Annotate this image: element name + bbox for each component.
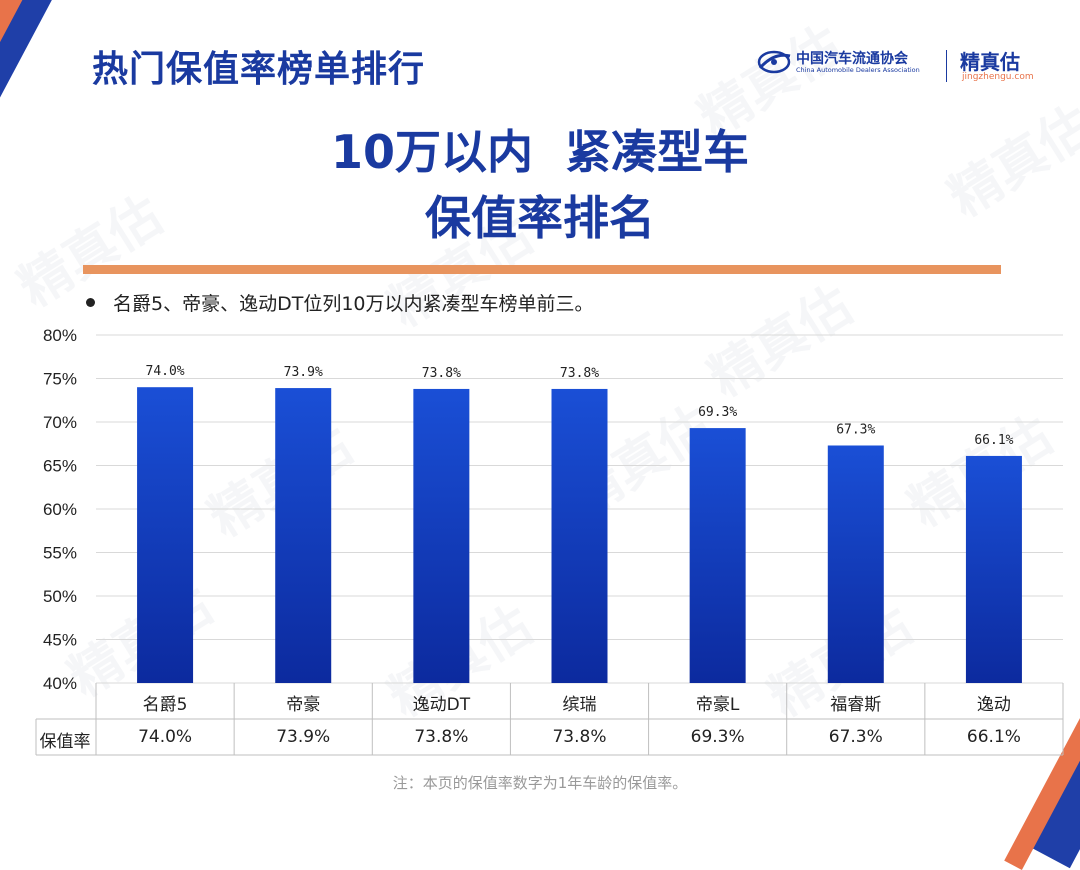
bar <box>965 455 1022 683</box>
x-tick-label: 逸动 <box>976 695 1011 715</box>
jingzhengu-logo-en: jingzhengu.com <box>962 72 1034 82</box>
bar-data-label: 66.1% <box>974 433 1013 448</box>
y-tick-label: 70% <box>43 413 77 432</box>
x-tick-label: 帝豪L <box>695 695 740 715</box>
bar <box>827 445 884 683</box>
bar-data-label: 69.3% <box>698 405 737 420</box>
y-tick-label: 65% <box>43 457 77 476</box>
table-row-header: 保值率 <box>39 732 91 752</box>
footnote: 注：本页的保值率数字为1年车龄的保值率。 <box>392 774 688 792</box>
bar-data-label: 73.8% <box>560 366 599 381</box>
accent-divider-bar <box>83 265 1001 274</box>
main-title-line1: 10万以内 紧凑型车 <box>330 125 750 179</box>
main-title-line2: 保值率排名 <box>425 191 655 245</box>
header-title: 热门保值率榜单排行 <box>92 49 426 90</box>
y-tick-label: 45% <box>43 631 77 650</box>
table-value-cell: 73.8% <box>414 727 469 747</box>
y-tick-label: 60% <box>43 500 77 519</box>
bar <box>689 428 746 683</box>
bar-data-label: 74.0% <box>146 364 185 379</box>
caada-logo: 中国汽车流通协会 China Automobile Dealers Associ… <box>756 44 956 84</box>
y-tick-label: 40% <box>43 674 77 693</box>
caada-emblem-icon <box>757 50 791 74</box>
x-tick-label: 名爵5 <box>142 695 188 715</box>
bar <box>413 388 470 683</box>
y-tick-label: 50% <box>43 587 77 606</box>
x-tick-label: 帝豪 <box>286 695 321 715</box>
table-value-cell: 74.0% <box>138 727 193 747</box>
y-tick-label: 80% <box>43 326 77 345</box>
bar <box>137 387 194 683</box>
bar-data-label: 73.8% <box>422 366 461 381</box>
y-tick-label: 55% <box>43 544 77 563</box>
bullet-text: 名爵5、帝豪、逸动DT位列10万以内紧凑型车榜单前三。 <box>113 293 594 315</box>
table-value-cell: 69.3% <box>690 727 745 747</box>
jingzhengu-logo-cn: 精真估 <box>960 50 1020 74</box>
x-tick-label: 缤瑞 <box>562 695 597 715</box>
table-value-cell: 73.8% <box>552 727 607 747</box>
bullet-dot-icon <box>86 298 95 307</box>
bar <box>551 388 608 683</box>
table-value-cell: 66.1% <box>966 727 1021 747</box>
y-tick-label: 75% <box>43 370 77 389</box>
bar <box>275 388 332 683</box>
x-tick-label: 逸动DT <box>412 695 471 715</box>
logo-divider <box>946 50 947 82</box>
bullet-point: 名爵5、帝豪、逸动DT位列10万以内紧凑型车榜单前三。 <box>86 289 594 316</box>
caada-name-en: China Automobile Dealers Association <box>796 66 920 74</box>
bar-data-label: 67.3% <box>836 422 875 437</box>
bar-data-label: 73.9% <box>284 365 323 380</box>
caada-name-cn: 中国汽车流通协会 <box>796 51 908 67</box>
bar-chart: 40% 45% 50% 55% 60% 65% 70% 75% 80% 74.0% 73.9% 73.… <box>35 326 1064 756</box>
x-tick-label: 福睿斯 <box>830 695 882 715</box>
table-value-cell: 73.9% <box>276 727 331 747</box>
table-value-cell: 67.3% <box>828 727 883 747</box>
